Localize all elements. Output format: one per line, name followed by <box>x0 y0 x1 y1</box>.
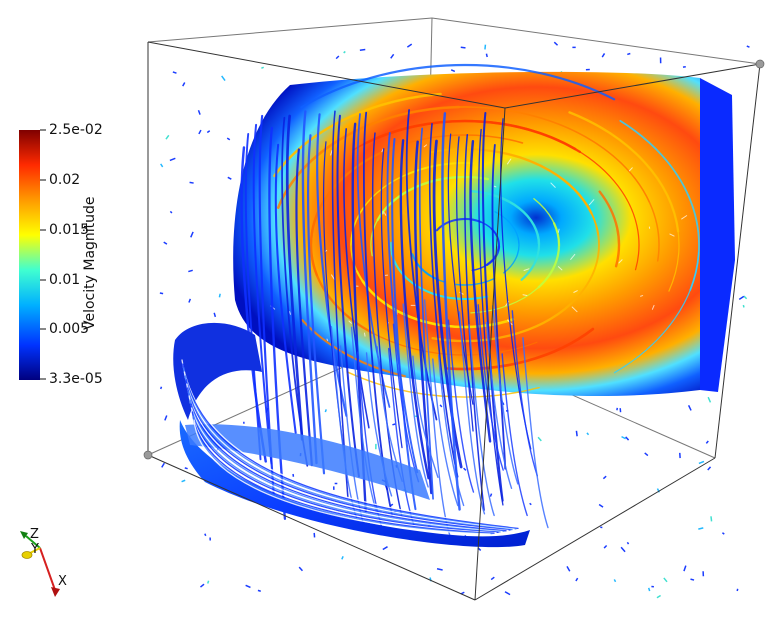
x-axis-arrow <box>40 548 55 590</box>
axis-label-y: Y <box>31 543 39 556</box>
colorbar-gradient <box>19 130 40 380</box>
colorbar-ticks <box>40 130 46 379</box>
color-legend <box>19 130 46 380</box>
colorbar-tick-label: 0.02 <box>49 173 80 187</box>
colorbar-tick-label: 0.01 <box>49 273 80 287</box>
axis-label-x: X <box>58 575 67 588</box>
axis-label-z: Z <box>30 528 39 541</box>
colorbar-tick-min: 3.3e-05 <box>49 372 103 386</box>
colorbar-tick-max: 2.5e-02 <box>49 123 103 137</box>
orientation-axes-widget <box>20 531 60 597</box>
colorbar-title: Velocity Magnitude <box>82 196 98 330</box>
